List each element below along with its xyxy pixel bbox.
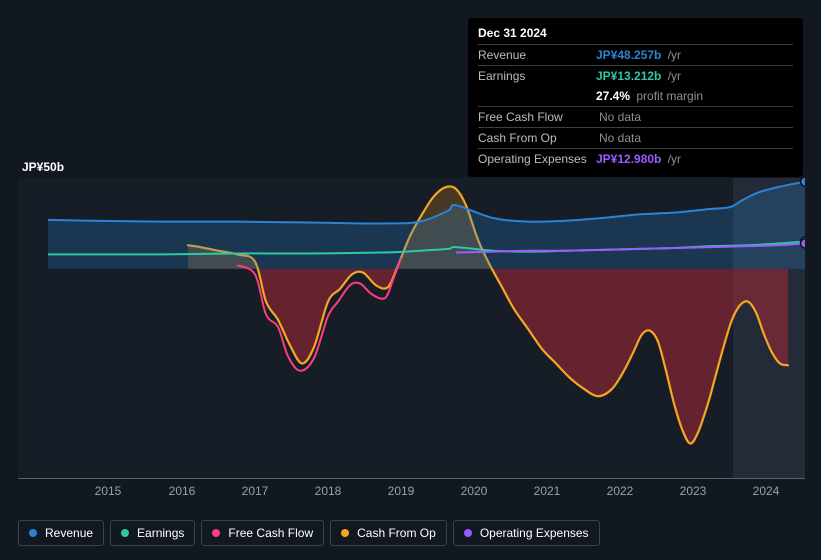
tooltip-row: RevenueJP¥48.257b /yr [478, 44, 793, 65]
legend-dot [341, 529, 349, 537]
tooltip-row: Operating ExpensesJP¥12.980b /yr [478, 148, 793, 169]
financials-chart[interactable] [18, 178, 805, 478]
chart-legend: Revenue Earnings Free Cash Flow Cash From O… [18, 520, 600, 546]
tooltip-row-label [478, 89, 596, 103]
tooltip-date: Dec 31 2024 [478, 26, 793, 44]
legend-dot [464, 529, 472, 537]
tooltip-row-label: Cash From Op [478, 131, 596, 145]
tooltip-row-label: Free Cash Flow [478, 110, 596, 124]
x-axis-tick: 2021 [534, 484, 561, 498]
legend-label: Operating Expenses [480, 526, 589, 540]
legend-item[interactable]: Earnings [110, 520, 195, 546]
tooltip-row: 27.4% profit margin [478, 86, 793, 106]
tooltip-row-label: Earnings [478, 69, 596, 83]
x-axis-tick: 2015 [95, 484, 122, 498]
gridline-bottom [18, 478, 805, 479]
legend-label: Free Cash Flow [228, 526, 313, 540]
x-axis-tick: 2023 [680, 484, 707, 498]
legend-item[interactable]: Free Cash Flow [201, 520, 324, 546]
legend-item[interactable]: Cash From Op [330, 520, 447, 546]
x-axis-tick: 2017 [242, 484, 269, 498]
legend-dot [121, 529, 129, 537]
x-axis-tick: 2018 [315, 484, 342, 498]
tooltip-row-label: Revenue [478, 48, 596, 62]
legend-item[interactable]: Operating Expenses [453, 520, 600, 546]
tooltip-row: Free Cash FlowNo data [478, 106, 793, 127]
legend-label: Cash From Op [357, 526, 436, 540]
legend-dot [212, 529, 220, 537]
x-axis-tick: 2016 [169, 484, 196, 498]
x-axis-tick: 2022 [607, 484, 634, 498]
legend-label: Revenue [45, 526, 93, 540]
x-axis-tick: 2019 [388, 484, 415, 498]
tooltip-row-label: Operating Expenses [478, 152, 596, 166]
y-axis-label-top: JP¥50b [22, 160, 64, 174]
legend-dot [29, 529, 37, 537]
legend-label: Earnings [137, 526, 184, 540]
datapoint-tooltip: Dec 31 2024 RevenueJP¥48.257b /yrEarning… [468, 18, 803, 177]
x-axis-tick: 2020 [461, 484, 488, 498]
x-axis-tick: 2024 [753, 484, 780, 498]
legend-item[interactable]: Revenue [18, 520, 104, 546]
tooltip-row: Cash From OpNo data [478, 127, 793, 148]
tooltip-row: EarningsJP¥13.212b /yr [478, 65, 793, 86]
